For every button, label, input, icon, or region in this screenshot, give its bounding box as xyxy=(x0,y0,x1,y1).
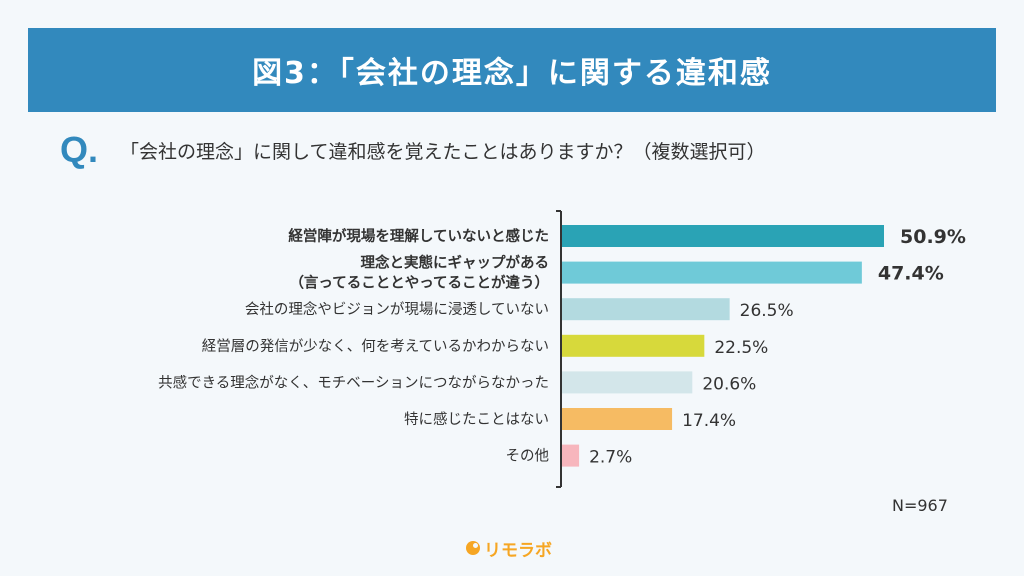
bar xyxy=(562,334,705,357)
bar xyxy=(562,298,730,321)
category-label: （言ってることとやってることが違う） xyxy=(289,274,549,292)
bar xyxy=(562,371,693,394)
category-label: 経営陣が現場を理解していないと感じた xyxy=(288,227,549,245)
value-label: 22.5% xyxy=(714,338,768,358)
value-label: 26.5% xyxy=(740,301,794,321)
bar xyxy=(562,225,884,247)
sample-size-note: N=967 xyxy=(892,496,948,515)
logo-icon xyxy=(466,541,480,555)
value-label: 2.7% xyxy=(589,448,632,468)
brand-logo: リモラボ xyxy=(466,537,552,561)
value-label: 47.4% xyxy=(878,263,944,285)
question-text: 「会社の理念」に関して違和感を覚えたことはありますか？（複数選択可） xyxy=(120,140,766,163)
bar xyxy=(562,261,862,284)
value-label: 20.6% xyxy=(702,374,756,394)
category-label: 経営層の発信が少なく、何を考えているかわからない xyxy=(202,338,549,355)
category-label: 理念と実態にギャップがある xyxy=(361,254,550,272)
chart-header: 図3：「会社の理念」に関する違和感 xyxy=(28,28,996,112)
category-label: その他 xyxy=(506,448,550,465)
category-label: 会社の理念やビジョンが現場に浸透していない xyxy=(245,300,549,318)
bar xyxy=(562,408,673,430)
category-label: 共感できる理念がなく、モチベーションにつながらなかった xyxy=(158,373,549,391)
logo-text: リモラボ xyxy=(484,540,552,561)
question-mark-label: Q. xyxy=(60,129,99,170)
value-label: 17.4% xyxy=(682,411,736,431)
value-label: 50.9% xyxy=(900,226,966,248)
bar xyxy=(562,444,580,467)
question-line: Q. 「会社の理念」に関して違和感を覚えたことはありますか？（複数選択可） xyxy=(60,129,766,170)
category-label: 特に感じたことはない xyxy=(404,411,549,428)
chart-title: 図3：「会社の理念」に関する違和感 xyxy=(252,56,772,91)
